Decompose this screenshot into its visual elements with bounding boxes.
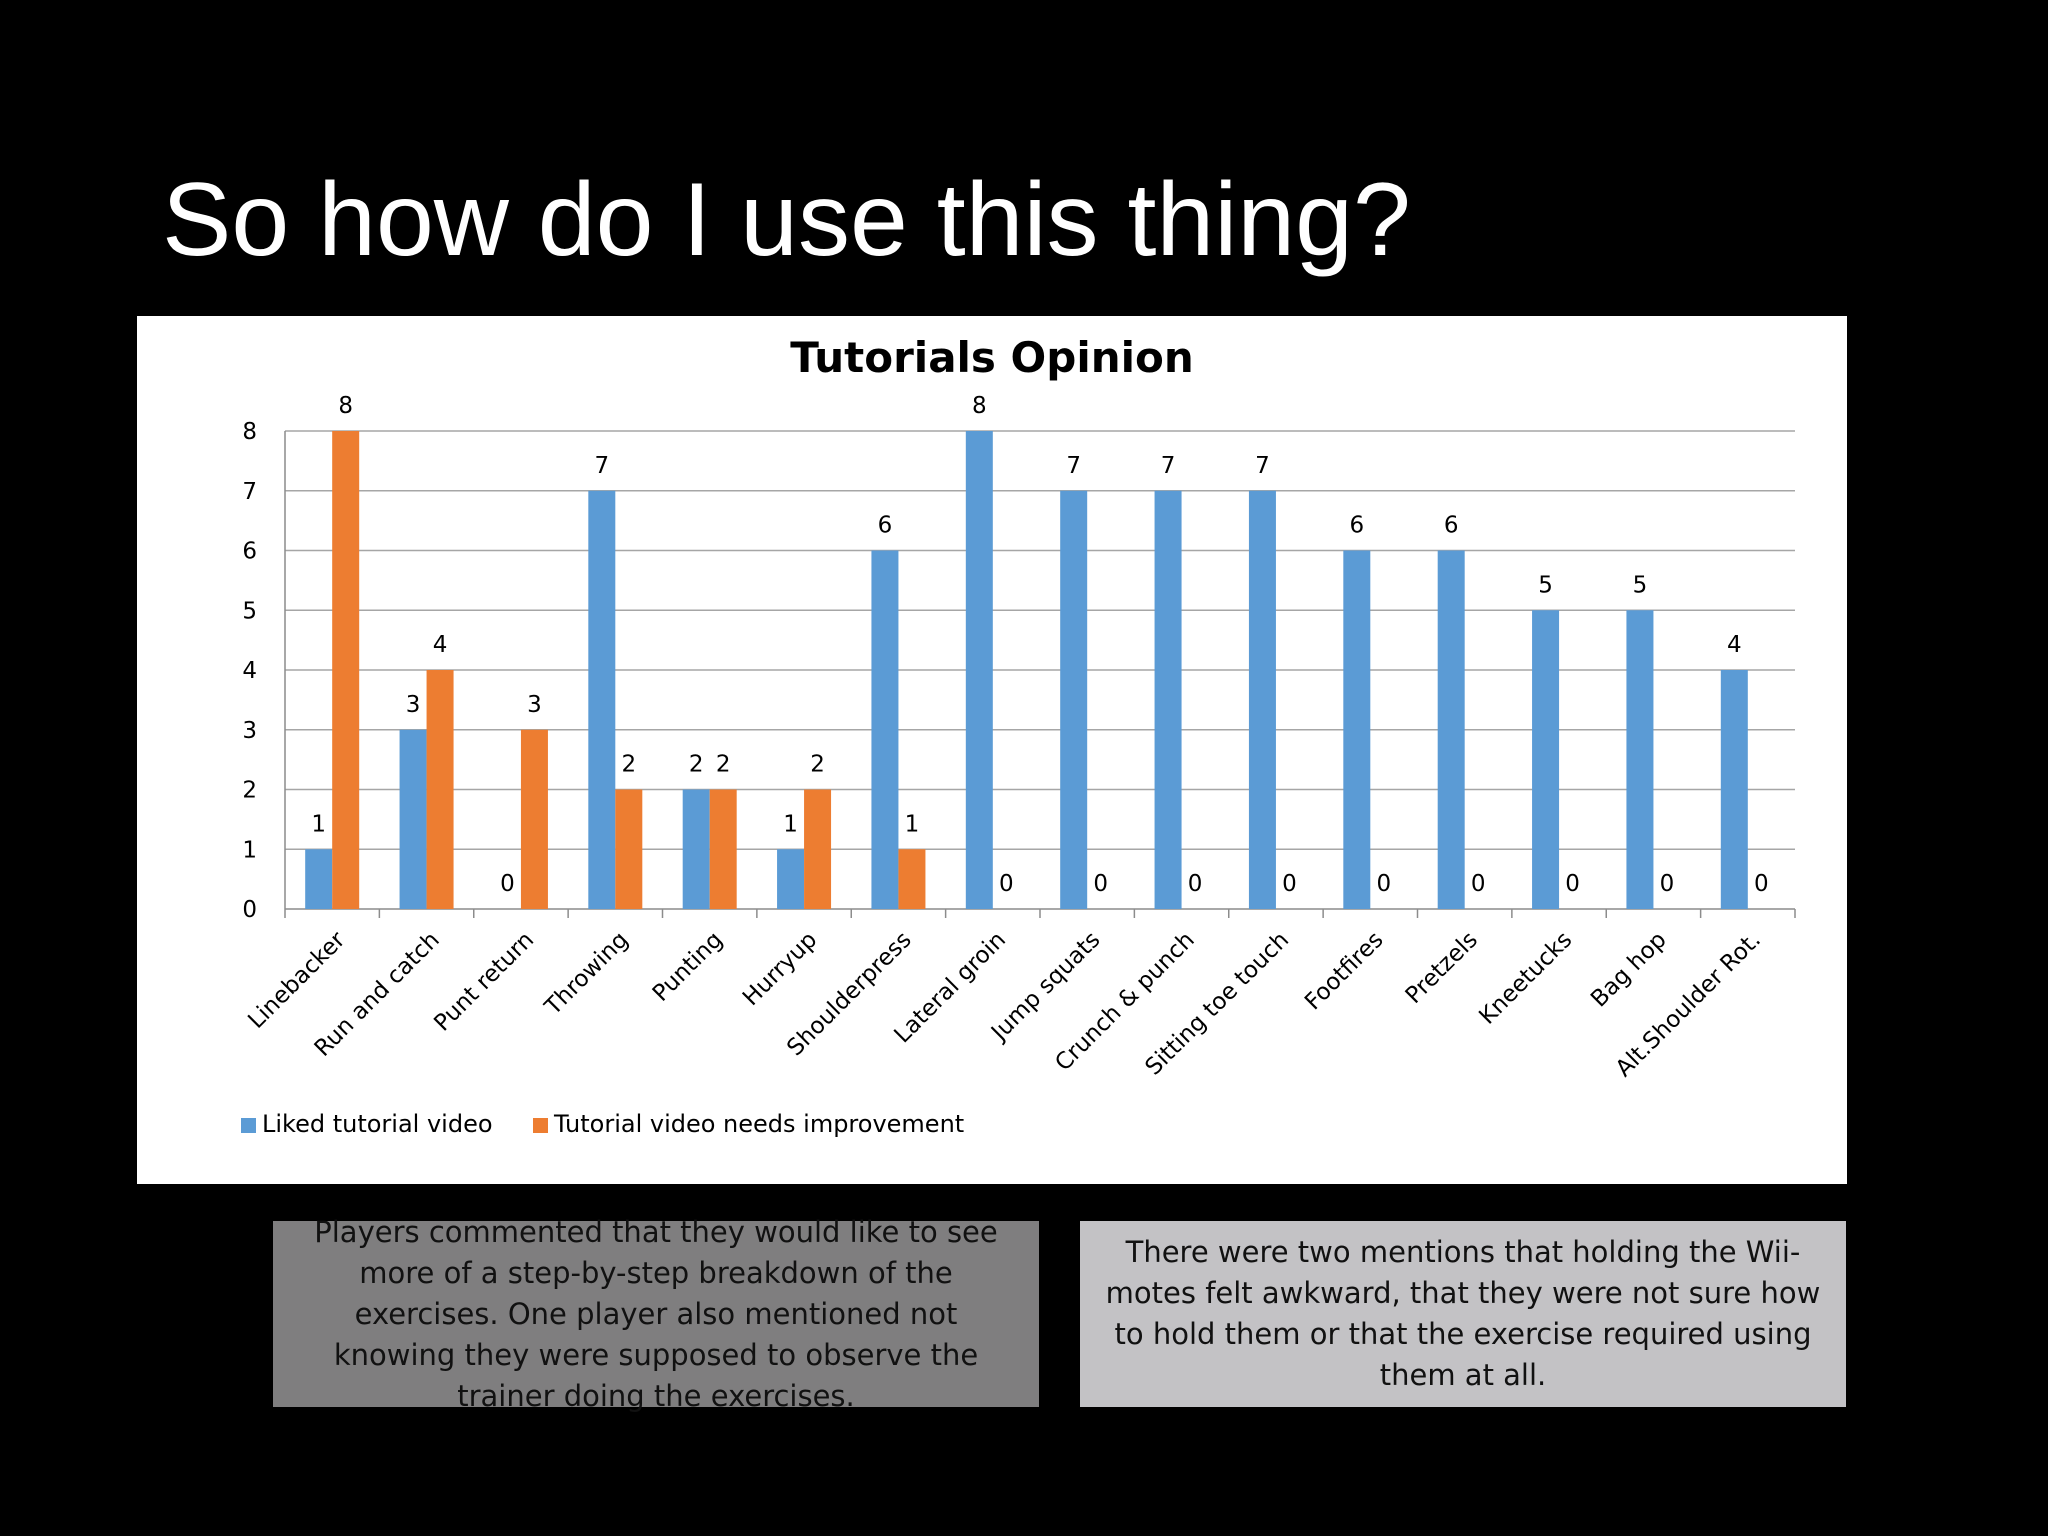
data-label: 1 bbox=[311, 811, 326, 837]
data-label: 0 bbox=[999, 871, 1014, 897]
x-category-label: Kneetucks bbox=[1474, 927, 1577, 1030]
y-tick-label: 5 bbox=[242, 598, 257, 624]
x-category-label: Punting bbox=[648, 927, 728, 1007]
data-label: 7 bbox=[594, 453, 609, 479]
bar-liked bbox=[1437, 550, 1465, 909]
data-label: 4 bbox=[433, 632, 448, 658]
bar-needs-improvement bbox=[898, 849, 926, 909]
data-label: 2 bbox=[689, 752, 704, 778]
data-label: 8 bbox=[972, 393, 987, 419]
x-category-label: Bag hop bbox=[1586, 927, 1672, 1013]
bar-liked bbox=[1248, 490, 1276, 909]
y-tick-label: 8 bbox=[242, 419, 257, 445]
bar-liked bbox=[682, 789, 710, 909]
data-label: 2 bbox=[621, 752, 636, 778]
x-category-label: Punt return bbox=[429, 927, 539, 1037]
y-tick-label: 4 bbox=[242, 658, 257, 684]
bar-liked bbox=[1626, 610, 1654, 909]
bar-liked bbox=[777, 849, 805, 909]
x-category-label: Throwing bbox=[539, 927, 633, 1021]
bar-liked bbox=[1532, 610, 1560, 909]
bar-needs-improvement bbox=[615, 789, 643, 909]
data-label: 6 bbox=[1444, 513, 1459, 539]
data-label: 1 bbox=[783, 811, 798, 837]
data-label: 0 bbox=[1188, 871, 1203, 897]
data-label: 6 bbox=[878, 513, 893, 539]
data-label: 0 bbox=[1282, 871, 1297, 897]
bar-liked bbox=[1343, 550, 1371, 909]
bar-needs-improvement bbox=[520, 729, 548, 909]
y-tick-label: 2 bbox=[242, 778, 257, 804]
data-label: 0 bbox=[1376, 871, 1391, 897]
callout-left: Players commented that they would like t… bbox=[273, 1215, 1039, 1413]
bar-liked bbox=[1154, 490, 1182, 909]
data-label: 5 bbox=[1538, 572, 1553, 598]
data-label: 7 bbox=[1066, 453, 1081, 479]
data-label: 0 bbox=[1754, 871, 1769, 897]
slide-title: So how do I use this thing? bbox=[162, 162, 1411, 278]
callout-right-text: There were two mentions that holding the… bbox=[1105, 1235, 1821, 1392]
data-label: 7 bbox=[1161, 453, 1176, 479]
data-label: 8 bbox=[338, 393, 353, 419]
bar-needs-improvement bbox=[709, 789, 737, 909]
data-label: 0 bbox=[1471, 871, 1486, 897]
legend-label: Liked tutorial video bbox=[262, 1110, 493, 1138]
data-label: 0 bbox=[500, 871, 515, 897]
data-label: 2 bbox=[716, 752, 731, 778]
x-category-label: Hurryup bbox=[738, 927, 822, 1011]
bar-liked bbox=[1060, 490, 1088, 909]
data-label: 2 bbox=[810, 752, 825, 778]
data-label: 5 bbox=[1633, 572, 1648, 598]
y-tick-label: 1 bbox=[242, 837, 257, 863]
data-label: 1 bbox=[905, 811, 920, 837]
y-tick-label: 3 bbox=[242, 718, 257, 744]
data-label: 3 bbox=[527, 692, 542, 718]
data-label: 0 bbox=[1565, 871, 1580, 897]
bar-liked bbox=[399, 729, 427, 909]
bar-liked bbox=[1720, 670, 1748, 909]
chart: Tutorials Opinion 0 1 2 3 4 5 6 7 8 1 3 0 7 2 1 6 8 7 7 7 6 6 5… bbox=[241, 333, 1796, 1138]
bar-liked bbox=[965, 431, 993, 909]
bar-needs-improvement bbox=[804, 789, 832, 909]
bar-needs-improvement bbox=[332, 431, 360, 909]
data-label: 7 bbox=[1255, 453, 1270, 479]
chart-panel: Tutorials Opinion 0 1 2 3 4 5 6 7 8 1 3 0 7 2 1 6 8 7 7 7 6 6 5… bbox=[137, 316, 1847, 1184]
legend-label: Tutorial video needs improvement bbox=[553, 1110, 964, 1138]
data-label: 0 bbox=[1660, 871, 1675, 897]
y-tick-label: 0 bbox=[242, 897, 257, 923]
legend-swatch-needs-improvement bbox=[533, 1118, 548, 1133]
data-label: 0 bbox=[1093, 871, 1108, 897]
bar-liked bbox=[305, 849, 333, 909]
bar-liked bbox=[871, 550, 899, 909]
chart-title: Tutorials Opinion bbox=[790, 333, 1194, 382]
callout-right: There were two mentions that holding the… bbox=[1080, 1221, 1846, 1407]
y-tick-label: 7 bbox=[242, 479, 257, 505]
x-category-label: Pretzels bbox=[1401, 927, 1483, 1009]
bar-liked bbox=[588, 490, 616, 909]
legend-swatch-liked bbox=[241, 1118, 256, 1133]
data-label: 6 bbox=[1349, 513, 1364, 539]
bar-needs-improvement bbox=[426, 670, 454, 909]
data-label: 3 bbox=[406, 692, 421, 718]
y-tick-label: 6 bbox=[242, 539, 257, 565]
x-category-label: Footfires bbox=[1300, 927, 1388, 1015]
data-label: 4 bbox=[1727, 632, 1742, 658]
callout-left-text: Players commented that they would like t… bbox=[314, 1214, 998, 1413]
